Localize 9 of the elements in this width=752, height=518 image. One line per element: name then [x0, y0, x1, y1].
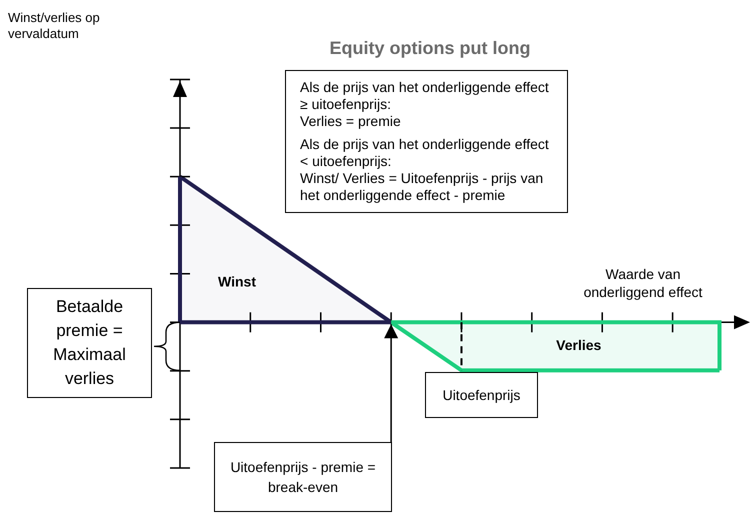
chart-title: Equity options put long: [330, 38, 530, 58]
x-axis-title: Waarde van onderliggend effect: [582, 265, 704, 302]
text: Winst/verlies op vervaldatum: [8, 10, 101, 42]
text: Betaalde premie = Maximaal verlies: [52, 296, 127, 390]
annotation: Uitoefenprijs: [442, 386, 522, 405]
series-label: Verlies: [556, 337, 602, 354]
text: Uitoefenprijs - premie = break-even: [229, 458, 377, 497]
series-label: Winst: [218, 274, 256, 290]
annotation: Als de prijs van het onderliggende effect ≥ uitoefenprijs: Verlies = premie Als de prijs van het onderliggende effect < uitoefenprijs: Winst/ Verlies = Uitoefenprijs - prijs van het onderliggende effect - premie: [300, 79, 550, 204]
